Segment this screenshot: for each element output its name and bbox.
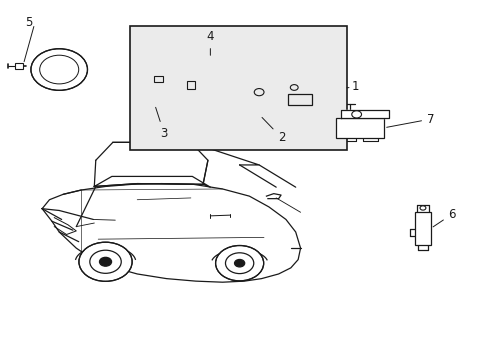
- Circle shape: [234, 260, 244, 267]
- Circle shape: [215, 246, 263, 281]
- Bar: [288, 94, 311, 105]
- Circle shape: [254, 89, 264, 96]
- Bar: [154, 76, 163, 82]
- Text: 7: 7: [386, 113, 434, 127]
- Bar: [186, 81, 194, 89]
- Circle shape: [290, 85, 298, 90]
- Circle shape: [79, 242, 132, 281]
- Bar: [335, 118, 383, 138]
- Circle shape: [99, 257, 111, 266]
- Bar: [130, 26, 346, 149]
- Text: 6: 6: [432, 208, 455, 227]
- Text: 5: 5: [25, 16, 33, 29]
- Text: 3: 3: [155, 107, 167, 140]
- Text: 2: 2: [262, 117, 285, 144]
- Circle shape: [351, 111, 361, 118]
- Circle shape: [419, 206, 425, 210]
- Bar: [414, 212, 430, 244]
- Text: 1: 1: [346, 80, 359, 93]
- Circle shape: [31, 49, 87, 90]
- Text: 4: 4: [206, 30, 214, 55]
- Polygon shape: [340, 110, 388, 118]
- Bar: [15, 63, 23, 69]
